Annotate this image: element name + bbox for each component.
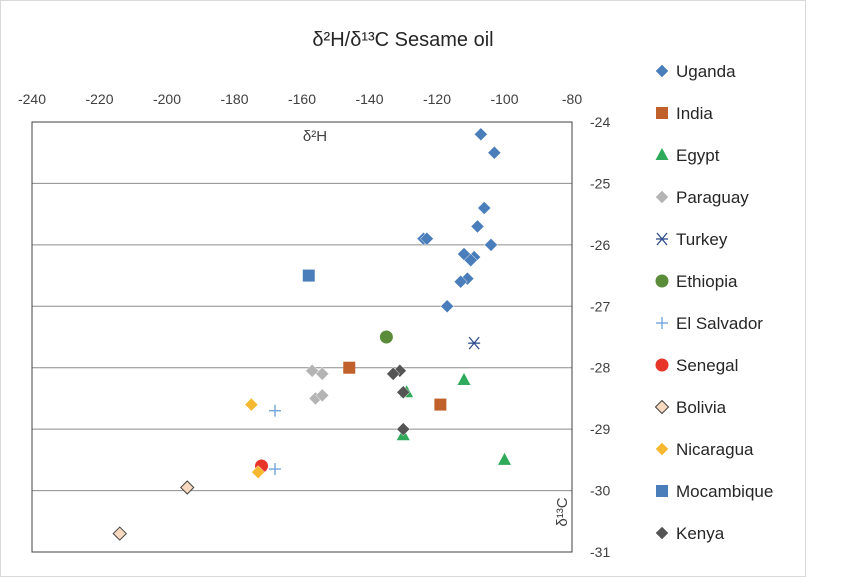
data-point: [244, 397, 259, 412]
legend-label: India: [676, 104, 713, 123]
y-tick-label: -26: [590, 237, 610, 253]
legend-label: Egypt: [676, 146, 720, 165]
legend-marker: [656, 232, 668, 246]
data-point: [251, 465, 265, 479]
legend: Uganda India Egypt Paraguay Turkey Ethiopia El…: [654, 62, 773, 543]
legend-marker: [655, 64, 669, 78]
y-axis-ticks: -24 -25 -26 -27 -28 -29 -30 -31: [590, 114, 610, 560]
data-points: [112, 127, 511, 541]
data-point: [420, 231, 434, 246]
y-tick-label: -29: [590, 421, 610, 437]
legend-marker: [655, 442, 669, 456]
data-point: [315, 388, 330, 403]
legend-marker: [655, 148, 669, 160]
legend-marker: [656, 107, 668, 119]
chart-border: [0, 0, 806, 577]
y-axis-label: δ¹³C: [554, 497, 571, 526]
legend-label: Ethiopia: [676, 272, 738, 291]
legend-marker: [656, 485, 668, 497]
data-point: [468, 336, 481, 350]
legend-label: El Salvador: [676, 314, 763, 333]
legend-marker: [655, 526, 669, 540]
legend-marker: [655, 274, 669, 288]
legend-marker: [656, 317, 668, 329]
data-point: [457, 247, 471, 261]
data-point: [180, 480, 195, 495]
legend-label: Mocambique: [676, 482, 773, 501]
grid-lines: [32, 182, 572, 492]
chart-title: δ²H/δ¹³C Sesame oil: [312, 29, 493, 51]
data-point: [498, 452, 511, 465]
legend-label: Senegal: [676, 356, 738, 375]
data-point: [379, 330, 393, 344]
data-point: [112, 526, 127, 541]
data-point: [470, 219, 485, 234]
x-axis-ticks: -240 -220 -200 -180 -160 -140 -120 -100 -80: [18, 91, 582, 107]
data-point: [453, 274, 468, 289]
data-point: [487, 145, 502, 160]
legend-label: Bolivia: [676, 398, 727, 417]
y-tick-label: -25: [590, 175, 610, 191]
legend-marker: [655, 358, 669, 372]
data-point: [396, 422, 411, 436]
data-point: [457, 373, 471, 385]
x-tick-label: -220: [85, 91, 113, 107]
x-tick-label: -240: [18, 91, 46, 107]
legend-label: Turkey: [676, 230, 728, 249]
data-point: [343, 361, 356, 374]
data-point: [440, 299, 454, 314]
legend-marker: [655, 190, 669, 204]
x-tick-label: -140: [355, 91, 383, 107]
x-tick-label: -100: [490, 91, 518, 107]
x-tick-label: -80: [562, 91, 582, 107]
data-point: [305, 363, 319, 378]
data-point: [484, 238, 498, 252]
x-axis-label: δ²H: [303, 128, 327, 145]
x-tick-label: -200: [153, 91, 181, 107]
y-tick-label: -27: [590, 298, 610, 314]
legend-label: Kenya: [676, 524, 725, 543]
x-tick-label: -120: [423, 91, 451, 107]
y-tick-label: -31: [590, 544, 610, 560]
data-point: [269, 463, 281, 476]
data-point: [302, 269, 315, 282]
x-tick-label: -180: [220, 91, 248, 107]
legend-label: Uganda: [676, 62, 736, 81]
data-point: [474, 127, 488, 142]
data-point: [434, 398, 447, 411]
data-point: [396, 385, 411, 400]
legend-marker: [654, 399, 670, 415]
data-point: [463, 253, 478, 268]
y-tick-label: -30: [590, 483, 610, 499]
data-point: [315, 367, 330, 381]
y-tick-label: -28: [590, 360, 610, 376]
data-point: [477, 201, 492, 215]
legend-label: Nicaragua: [676, 440, 754, 459]
x-tick-label: -160: [288, 91, 316, 107]
legend-label: Paraguay: [676, 188, 749, 207]
data-point: [386, 367, 400, 381]
data-point: [269, 404, 281, 417]
y-tick-label: -24: [590, 114, 610, 130]
plot-area-border: [31, 121, 573, 553]
